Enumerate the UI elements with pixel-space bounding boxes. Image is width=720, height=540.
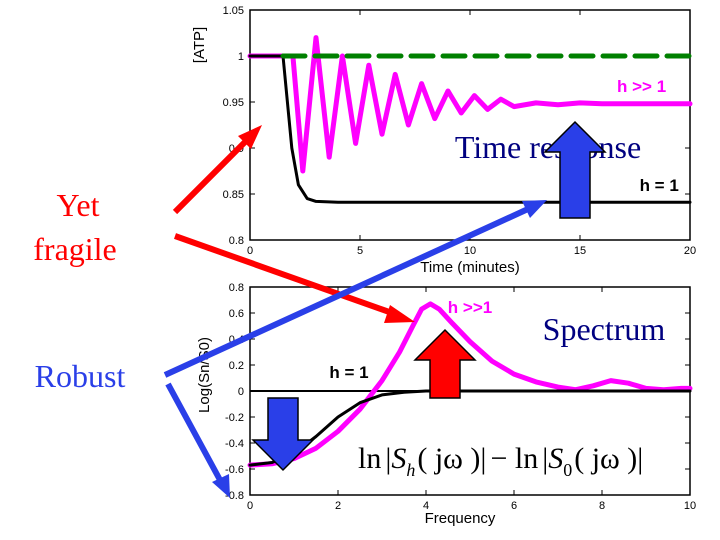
- fragile-label: fragile: [33, 231, 117, 267]
- x-tick-label: 4: [423, 500, 429, 512]
- formula-minus: − ln: [490, 442, 538, 475]
- x-tick-label: 5: [357, 245, 363, 257]
- y-tick-label: -0.4: [225, 438, 244, 450]
- y-tick-label: -0.2: [225, 412, 244, 424]
- y-axis-label: Log(Sn/S0): [196, 337, 213, 413]
- x-tick-label: 0: [247, 500, 253, 512]
- time-response-label: Time response: [455, 129, 641, 165]
- formula-jw2: ( jω ): [574, 442, 637, 475]
- series-line-h-1: [247, 35, 693, 174]
- x-tick-label: 8: [599, 500, 605, 512]
- series-annotation: h >>1: [448, 298, 492, 317]
- x-tick-label: 0: [247, 245, 253, 257]
- robust-label: Robust: [35, 358, 126, 394]
- x-tick-label: 20: [684, 245, 696, 257]
- y-tick-label: 0.85: [223, 189, 244, 201]
- blue-down-arrow: [251, 397, 315, 472]
- svg-text:ln|Sh( jω )|− ln|S0( jω )|: ln |Sh( jω )| − ln |S0( jω )|: [358, 442, 643, 480]
- formula-h: h: [406, 460, 415, 480]
- series-annotation: h >> 1: [617, 77, 666, 96]
- blue-up-arrow: [543, 120, 607, 219]
- series-annotation: h = 1: [640, 176, 679, 195]
- x-tick-label: 15: [574, 245, 586, 257]
- formula: ln |Sh( jω )| − ln |S0( jω )|: [350, 430, 680, 482]
- formula-ln1: ln: [358, 442, 381, 475]
- y-tick-label: 0.8: [229, 235, 244, 247]
- y-tick-label: 0: [238, 386, 244, 398]
- y-tick-label: 1.05: [223, 5, 244, 17]
- formula-zero: 0: [563, 460, 572, 480]
- formula-s: S: [391, 442, 406, 475]
- series-line-h-1: [247, 301, 693, 468]
- x-axis-label: Time (minutes): [420, 259, 519, 276]
- y-tick-label: 1: [238, 51, 244, 63]
- y-axis-label: [ATP]: [191, 27, 208, 63]
- red-arrow-to-time: [172, 125, 262, 215]
- series-annotation: h = 1: [329, 363, 368, 382]
- formula-jw1: ( jω ): [417, 442, 480, 475]
- y-tick-label: 0.2: [229, 360, 244, 372]
- x-tick-label: 10: [464, 245, 476, 257]
- y-tick-label: 0.95: [223, 97, 244, 109]
- red-arrow-to-spectrum: [173, 233, 415, 323]
- red-up-arrow: [413, 328, 477, 399]
- y-tick-label: -0.6: [225, 464, 244, 476]
- blue-arrow-to-spectrum: [165, 382, 230, 498]
- formula-s0: S: [548, 442, 563, 475]
- spectrum-label: Spectrum: [543, 311, 666, 347]
- x-axis-label: Frequency: [425, 510, 496, 527]
- y-tick-label: 0.6: [229, 308, 244, 320]
- blue-arrow-to-time: [163, 200, 547, 378]
- spectrum-label-bg: [524, 302, 684, 354]
- x-tick-label: 2: [335, 500, 341, 512]
- x-tick-label: 6: [511, 500, 517, 512]
- yet-label: Yet: [57, 187, 100, 223]
- y-tick-label: 0.8: [229, 282, 244, 294]
- x-tick-label: 10: [684, 500, 696, 512]
